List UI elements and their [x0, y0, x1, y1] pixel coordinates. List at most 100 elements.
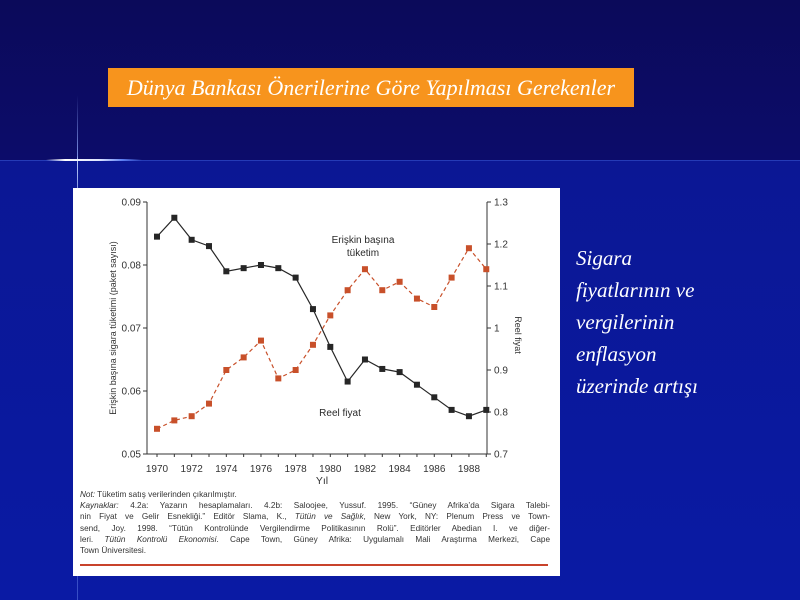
chart-bottom-rule	[80, 564, 548, 566]
real-price-marker	[223, 367, 230, 373]
real-price-marker	[240, 354, 247, 361]
x-tick-label: 1976	[250, 464, 273, 475]
consumption-marker	[205, 243, 212, 250]
note-text: Town Üniversitesi.	[80, 546, 146, 556]
x-tick-label: 1984	[388, 464, 411, 475]
y-left-tick-label: 0.08	[122, 261, 142, 272]
note-text: , New York, NY: Plenum Press ve Town-	[363, 512, 550, 522]
real-price-marker	[257, 337, 264, 344]
real-price-marker	[448, 274, 455, 281]
side-text-line: fiyatlarının ve	[576, 278, 695, 302]
consumption-marker	[275, 265, 282, 272]
x-tick-label: 1974	[215, 464, 238, 475]
real-price-marker	[205, 400, 212, 407]
source-line: Town Üniversitesi.	[80, 545, 550, 556]
real-price-marker	[188, 413, 195, 420]
chart-notes: Not: Tüketim satış verilerinden çıkarılm…	[80, 489, 550, 556]
real-price-marker	[413, 295, 420, 302]
y-right-tick-label: 0.9	[494, 366, 508, 377]
real-price-marker	[171, 417, 178, 424]
slide-title-box: Dünya Bankası Önerilerine Göre Yapılması…	[108, 68, 634, 107]
real-price-marker	[327, 312, 334, 319]
y-right-tick-label: 1.1	[494, 282, 508, 293]
consumption-marker	[379, 365, 386, 372]
consumption-marker	[309, 306, 316, 313]
chart-plot: Erişkin başına sigara tüketimi (paket sa…	[108, 198, 523, 488]
y-right-tick-label: 1.3	[494, 198, 508, 209]
note-text: Not:	[80, 490, 96, 499]
note-text: . Cape Town, Güney Afrika: Uygulamalı Ma…	[216, 534, 550, 544]
consumption-marker	[188, 236, 195, 243]
real-price-marker	[154, 425, 160, 432]
x-tick-label: 1972	[181, 464, 204, 475]
real-price-line	[156, 247, 487, 430]
y-left-tick-label: 0.06	[122, 387, 142, 398]
x-tick-label: 1986	[423, 464, 446, 475]
consumption-marker	[413, 381, 420, 388]
chart-figure: Erişkin başına sigara tüketimi (paket sa…	[73, 188, 560, 576]
consumption-marker	[240, 265, 247, 272]
y-left-tick-label: 0.07	[122, 324, 142, 335]
consumption-marker	[154, 233, 160, 240]
source-line: leri. Tütün Kontrolü Ekonomisi. Cape Tow…	[80, 534, 550, 545]
side-text-line: enflasyon	[576, 342, 657, 366]
series-label-consumption: Erişkin başına tüketim	[331, 235, 395, 259]
real-price-marker	[275, 375, 282, 382]
real-price-marker	[465, 245, 472, 252]
consumption-marker	[171, 214, 178, 221]
x-tick-label: 1988	[458, 464, 481, 475]
y-right-tick-label: 1.2	[494, 240, 508, 251]
x-tick-label: 1978	[285, 464, 308, 475]
y-left-tick-label: 0.05	[122, 450, 142, 461]
x-tick-label: 1982	[354, 464, 377, 475]
source-line: nin Fiyat ve Gelir Esnekliği.” Editör Sl…	[80, 511, 550, 522]
note-text: Tütün ve Sağlık	[294, 512, 364, 522]
note-text: nin Fiyat ve Gelir Esnekliği.” Editör Sl…	[80, 512, 295, 522]
y-right-tick-label: 0.8	[494, 408, 508, 419]
note-text: Tütün Kontrolü Ekonomisi	[104, 534, 217, 544]
real-price-marker	[483, 266, 490, 273]
consumption-marker	[361, 356, 368, 363]
source-line: send, Joy. 1998. “Tütün Kontrolünde Verg…	[80, 523, 550, 534]
side-text-line: Sigara	[576, 246, 633, 270]
consumption-marker	[257, 262, 264, 268]
consumption-marker	[483, 406, 490, 413]
x-axis-label: Yıl	[316, 475, 328, 487]
consumption-marker	[431, 394, 438, 401]
x-tick-label: 1970	[146, 464, 169, 475]
source-line: Kaynaklar: 4.2a: Yazarın hesaplamaları. …	[80, 500, 550, 511]
slide-title: Dünya Bankası Önerilerine Göre Yapılması…	[126, 74, 616, 100]
consumption-marker	[292, 274, 299, 281]
real-price-marker	[309, 341, 316, 348]
y-left-tick-label: 0.09	[122, 198, 142, 209]
real-price-marker	[292, 367, 299, 373]
real-price-marker	[431, 304, 438, 310]
note-text: 4.2a: Yazarın hesaplamaları. 4.2b: Saloo…	[118, 501, 550, 511]
note-text: leri.	[80, 534, 105, 544]
consumption-marker	[448, 406, 455, 413]
decor-horizontal-line	[0, 160, 800, 161]
y-axis-left-label: Erişkin başına sigara tüketimi (paket sa…	[108, 241, 118, 415]
y-axis-right-label: Reel fiyat	[513, 316, 523, 354]
real-price-marker	[396, 278, 403, 285]
y-right-tick-label: 0.7	[494, 450, 508, 461]
consumption-marker	[465, 413, 472, 420]
real-price-marker	[344, 287, 351, 294]
consumption-marker	[396, 369, 403, 376]
real-price-marker	[361, 266, 368, 273]
real-price-marker	[379, 287, 386, 294]
y-right-tick-label: 1	[494, 324, 500, 335]
series-label-real-price: Reel fiyat	[319, 408, 361, 419]
note-text: Tüketim satış verilerinden çıkarılmıştır…	[95, 490, 237, 499]
note-line: Not: Tüketim satış verilerinden çıkarılm…	[80, 489, 550, 500]
consumption-marker	[327, 343, 334, 350]
side-text-line: vergilerinin	[576, 310, 675, 334]
consumption-marker	[344, 378, 351, 385]
decor-glint	[46, 159, 142, 161]
note-text: Kaynaklar:	[80, 501, 119, 511]
x-tick-label: 1980	[319, 464, 342, 475]
side-text: Sigara fiyatlarının ve vergilerinin enfl…	[576, 242, 698, 402]
note-text: send, Joy. 1998. “Tütün Kontrolünde Verg…	[80, 523, 550, 533]
consumption-marker	[223, 268, 230, 275]
side-text-line: üzerinde artışı	[576, 374, 698, 398]
